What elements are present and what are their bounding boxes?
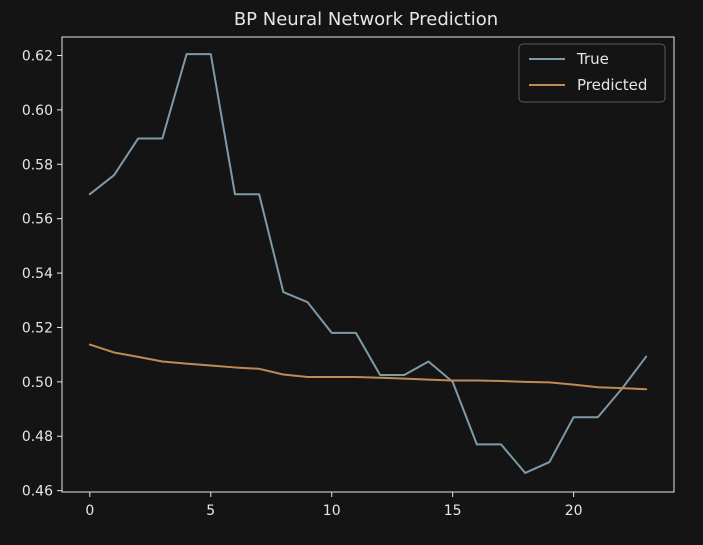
y-tick-label: 0.54 (22, 266, 53, 282)
y-tick-label: 0.56 (22, 212, 53, 228)
y-tick-label: 0.60 (22, 103, 53, 119)
series-lines (88, 53, 648, 474)
series-line-predicted (88, 343, 648, 391)
y-axis-ticks: 0.46 0.48 0.50 0.52 0.54 0.56 0.58 0.60 0.62 (22, 48, 62, 500)
x-tick-label: 5 (206, 503, 215, 519)
legend-label-predicted: Predicted (577, 76, 647, 94)
y-tick-label: 0.46 (22, 484, 53, 500)
x-axis-ticks: 0 5 10 15 20 (85, 492, 583, 519)
y-tick-label: 0.62 (22, 48, 53, 64)
x-tick-label: 15 (444, 503, 462, 519)
chart-title: BP Neural Network Prediction (234, 9, 498, 30)
axes-frame (61, 36, 675, 493)
series-line-true (88, 53, 648, 474)
x-tick-label: 10 (323, 503, 341, 519)
legend: True Predicted (518, 43, 666, 103)
y-tick-label: 0.50 (22, 375, 53, 391)
legend-label-true: True (576, 50, 609, 68)
y-tick-label: 0.48 (22, 429, 53, 445)
x-tick-label: 20 (565, 503, 583, 519)
x-tick-label: 0 (85, 503, 94, 519)
y-tick-label: 0.52 (22, 320, 53, 336)
y-tick-label: 0.58 (22, 157, 53, 173)
